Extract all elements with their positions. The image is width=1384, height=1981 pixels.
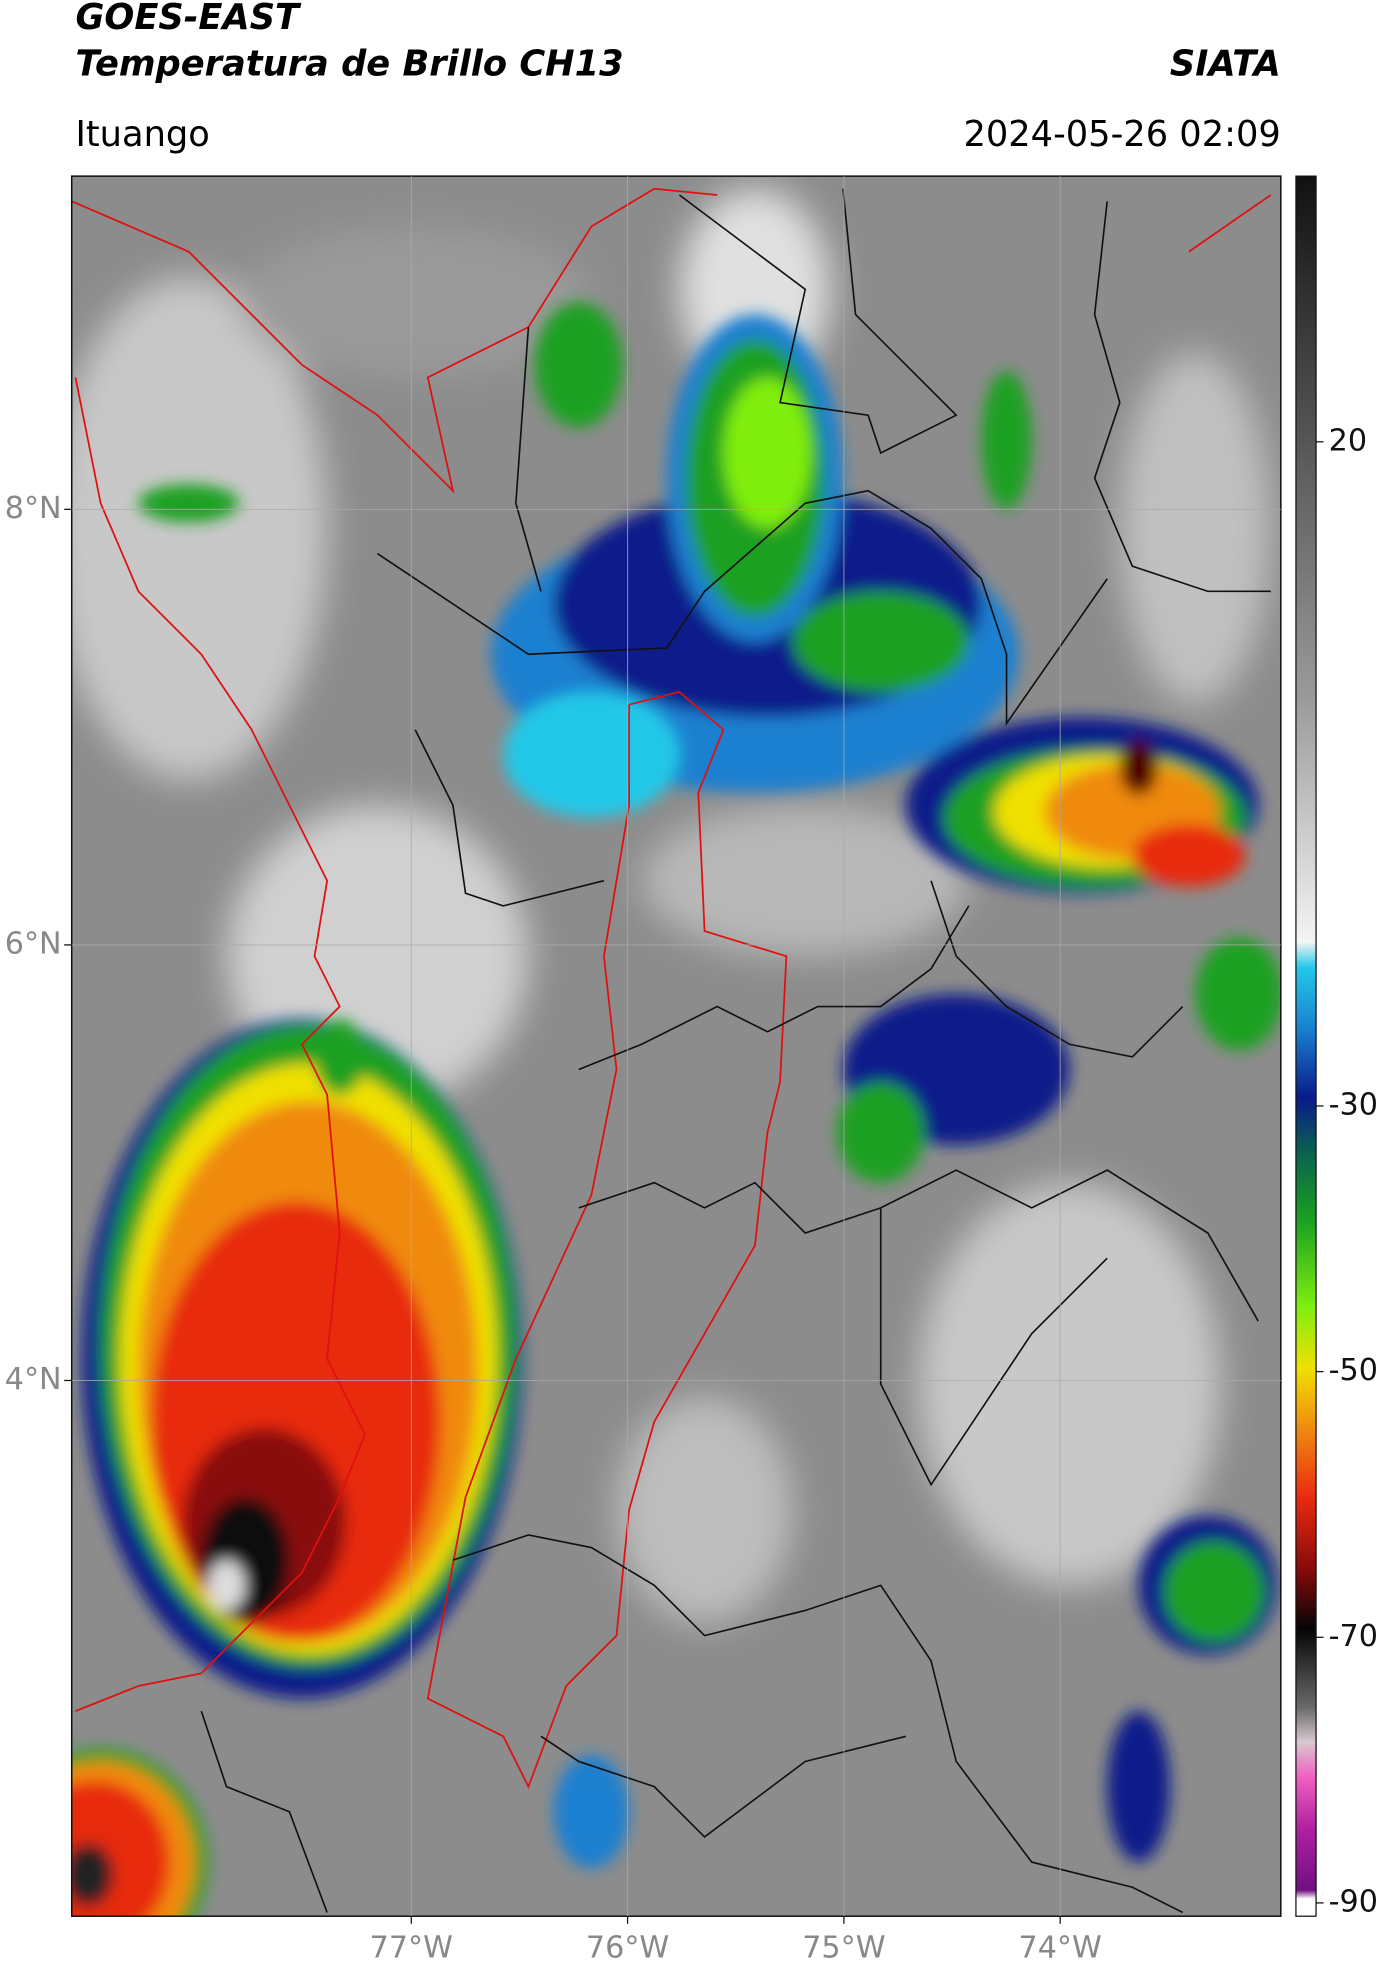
lon-tick-label: 74°W — [1019, 1930, 1102, 1965]
colorbar-tick-label: 20 — [1329, 423, 1367, 458]
lat-tick-label: 4°N — [5, 1362, 62, 1397]
colorbar-tick-label: -30 — [1329, 1087, 1378, 1122]
title: Temperatura de Brillo CH13 — [75, 43, 623, 84]
datetime: 2024-05-26 02:09 — [963, 114, 1280, 155]
title: GOES-EAST — [75, 0, 302, 38]
colorbar-tick-label: -90 — [1329, 1884, 1378, 1919]
colorbar-tick-label: -50 — [1329, 1353, 1378, 1388]
borders — [71, 187, 1272, 1914]
source: SIATA — [1170, 43, 1281, 84]
map-frame — [70, 175, 1282, 1917]
lon-tick-label: 76°W — [586, 1930, 669, 1965]
colorbar — [1295, 175, 1317, 1917]
lat-tick-label: 8°N — [5, 491, 62, 526]
lon-tick-label: 77°W — [370, 1930, 453, 1965]
colorbar-tick-label: -70 — [1329, 1619, 1378, 1654]
lat-tick-label: 6°N — [5, 926, 62, 961]
satellite-image — [71, 176, 1281, 1917]
location: Ituango — [75, 114, 209, 155]
lon-tick-label: 75°W — [802, 1930, 885, 1965]
